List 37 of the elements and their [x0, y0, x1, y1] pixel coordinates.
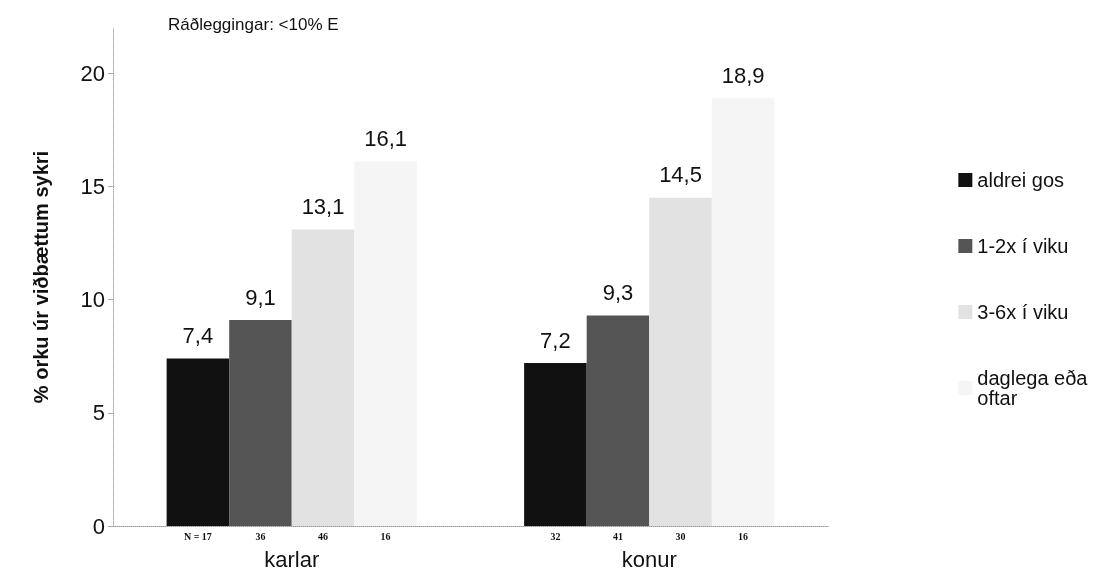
- bar: [291, 229, 355, 526]
- legend-label: 3-6x í viku: [977, 301, 1069, 323]
- text: 32: [550, 530, 561, 542]
- data-label: 7,4: [182, 322, 214, 348]
- text: 16: [380, 530, 391, 542]
- x-tick-label: karlar: [264, 546, 320, 572]
- annotation: Ráðleggingar: <10% E: [168, 15, 339, 34]
- bar: [649, 197, 712, 526]
- bar: [711, 98, 775, 526]
- y-tick-label: 10: [80, 287, 105, 313]
- data-label: 18,9: [721, 62, 765, 88]
- data-label: 9,1: [245, 284, 276, 310]
- bar: [229, 320, 292, 526]
- legend-label: daglega eða oftar: [977, 367, 1094, 409]
- text: 41: [612, 530, 623, 542]
- text: 16: [738, 530, 749, 542]
- data-label: 13,1: [301, 193, 345, 219]
- bar: [354, 161, 417, 526]
- legend-label: aldrei gos: [977, 169, 1065, 191]
- y-tick-label: 20: [80, 60, 105, 86]
- data-label: 7,2: [540, 327, 571, 353]
- y-tick-label: 0: [92, 513, 105, 539]
- text: 36: [255, 530, 266, 542]
- y-tick-label: 5: [92, 400, 105, 426]
- text: 46: [318, 530, 329, 542]
- bar: [586, 315, 650, 526]
- x-tick-label: konur: [621, 546, 677, 572]
- data-label: 14,5: [659, 162, 702, 188]
- bar: [524, 363, 587, 526]
- text: 30: [675, 530, 686, 542]
- text: N = 17: [183, 530, 212, 542]
- bar: [166, 358, 230, 526]
- data-label: 9,3: [602, 279, 634, 305]
- y-axis-title: % orku úr viðbættum sykri: [30, 150, 52, 404]
- legend-label: 1-2x í viku: [977, 235, 1069, 257]
- data-label: 16,1: [364, 126, 408, 152]
- y-tick-label: 15: [80, 173, 105, 199]
